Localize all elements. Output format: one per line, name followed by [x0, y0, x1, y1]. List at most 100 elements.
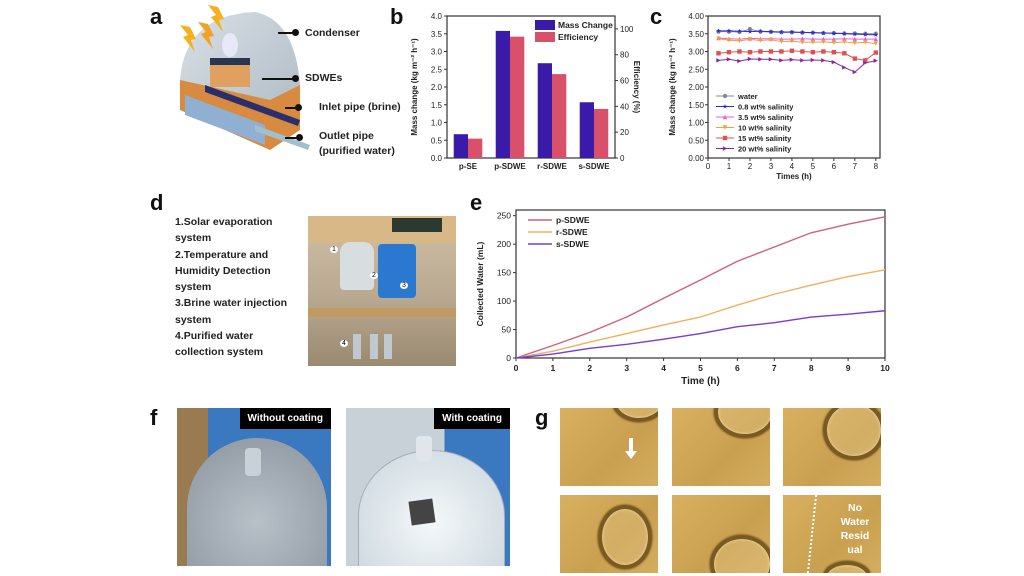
- x-tick-label: 6: [735, 363, 740, 373]
- data-point-15-wt-salinity: [726, 50, 732, 55]
- data-point-0-8-wt-salinity: [852, 31, 858, 37]
- data-point-10-wt-salinity: [758, 38, 763, 43]
- data-point-10-wt-salinity: [737, 38, 742, 44]
- x-tick-label: 4: [661, 363, 666, 373]
- data-point-0-8-wt-salinity: [789, 29, 795, 35]
- data-point-10-wt-salinity: [810, 40, 816, 45]
- data-point-20-wt-salinity: [768, 57, 774, 62]
- callout-condenser: Condenser: [305, 27, 360, 39]
- y-tick-label: 3.5: [431, 30, 443, 39]
- x-tick-label: 5: [811, 162, 816, 171]
- data-point-20-wt-salinity: [758, 57, 763, 62]
- list-item: Humidity Detection: [175, 264, 271, 277]
- panel-label-e: e: [470, 190, 483, 215]
- legend-label: s-SDWE: [556, 239, 589, 249]
- x-tick-label: 6: [832, 162, 837, 171]
- x-tick-label: 8: [809, 363, 814, 373]
- y-tick-label: 1.0: [431, 119, 443, 128]
- series-line-10-wt-salinity: [718, 38, 876, 45]
- x-tick-label: 1: [727, 162, 732, 171]
- y-axis-label: Mass change (kg m⁻² h⁻¹): [410, 38, 419, 136]
- callout-sdwes: SDWEs: [305, 72, 343, 84]
- legend-marker-triangle-down: [722, 125, 728, 130]
- panel-label-b: b: [390, 4, 404, 29]
- data-point-20-wt-salinity: [810, 57, 816, 63]
- legend-label: 10 wt% salinity: [738, 124, 792, 133]
- panel-label-g: g: [535, 405, 549, 430]
- arrow-down-icon: [625, 438, 637, 459]
- y-tick-label: 100: [497, 296, 511, 306]
- data-point-15-wt-salinity: [716, 51, 721, 56]
- data-point-10-wt-salinity: [768, 37, 774, 42]
- legend-label: 20 wt% salinity: [738, 145, 792, 154]
- droplet-frame-5: [672, 495, 770, 573]
- annotation-line: ual: [847, 544, 863, 556]
- data-point-3-5-wt-salinity: [852, 36, 858, 42]
- data-point-20-wt-salinity: [831, 59, 837, 65]
- y-tick-label: 0: [506, 353, 511, 363]
- data-point-0-8-wt-salinity: [716, 28, 721, 33]
- list-item: system: [175, 281, 212, 294]
- bar-efficiency: [510, 36, 525, 159]
- data-point-20-wt-salinity: [800, 58, 805, 63]
- y-right-axis-label: Efficiency (%): [632, 61, 641, 114]
- x-tick-label: r-SDWE: [537, 162, 567, 171]
- y-axis-label: Collected Water (mL): [475, 241, 485, 326]
- sdwe-block: [210, 62, 250, 87]
- list-item: system: [175, 232, 212, 245]
- x-tick-label: p-SDWE: [494, 162, 526, 171]
- legend-marker-triangle-right: [722, 146, 728, 151]
- marker-1: 1: [330, 246, 338, 253]
- x-tick-label: 3: [624, 363, 629, 373]
- leader-line: [285, 107, 297, 109]
- legend-label: water: [737, 92, 758, 101]
- data-point-0-8-wt-salinity: [747, 29, 753, 34]
- data-point-15-wt-salinity: [810, 50, 816, 55]
- legend-marker-square: [722, 135, 728, 141]
- x-tick-label: 9: [846, 363, 851, 373]
- data-point-15-wt-salinity: [873, 50, 879, 55]
- caption-without-coating: Without coating: [239, 408, 331, 429]
- series-line-20-wt-salinity: [718, 58, 876, 73]
- caption-with-coating: With coating: [434, 408, 510, 429]
- panel-label-c: c: [650, 4, 663, 29]
- line-chart-c: 0.00 0.50 1.00 1.50 2.00 2.50 3.00 3.50 4.00 0 1 2 3…: [668, 12, 881, 181]
- data-point-0-8-wt-salinity: [758, 28, 763, 34]
- data-point-3-5-wt-salinity: [831, 36, 837, 42]
- y-right-tick-label: 0: [620, 154, 625, 163]
- data-point-15-wt-salinity: [789, 48, 795, 53]
- data-point-20-wt-salinity: [747, 56, 753, 62]
- y-tick-label: 4.00: [688, 12, 704, 21]
- legend-label: Efficiency: [558, 32, 598, 42]
- x-tick-label: 3: [769, 162, 774, 171]
- y-tick-label: 150: [497, 268, 511, 278]
- legend-marker-star: [722, 103, 728, 109]
- droplet-frame-4: [560, 495, 658, 573]
- list-item: 2.Temperature and: [175, 248, 269, 261]
- data-point-20-wt-salinity: [737, 58, 742, 64]
- evaporator-illustration: [180, 5, 310, 150]
- bar-mass-change: [537, 63, 552, 159]
- data-point-3-5-wt-salinity: [873, 36, 879, 42]
- y-tick-label: 200: [497, 239, 511, 249]
- bar-chart-b: 0.0 0.5 1.0 1.5 2.0 2.5 3.0 3.5 4.0 0 20 40 60 80 100 p…: [410, 12, 641, 171]
- x-tick-label: p-SE: [459, 162, 478, 171]
- data-point-10-wt-salinity: [821, 39, 826, 45]
- series-line-0-8-wt-salinity: [718, 30, 876, 36]
- y-tick-label: 0.00: [688, 154, 704, 163]
- sunlight-icon: [198, 22, 214, 49]
- series-line-r-sdwe: [515, 269, 886, 359]
- data-point-20-wt-salinity: [789, 57, 795, 62]
- data-point-20-wt-salinity: [716, 58, 721, 63]
- y-tick-label: 0.50: [688, 136, 704, 145]
- x-tick-label: 2: [587, 363, 592, 373]
- bar-mass-change: [579, 102, 594, 158]
- outdoor-setup-photo: 1 2 3 4: [308, 216, 456, 366]
- marker-4: 4: [340, 340, 348, 347]
- droplet-frame-6: No Water Resid ual: [783, 495, 881, 573]
- data-point-10-wt-salinity: [716, 36, 721, 41]
- annotation-line: Resid: [840, 530, 870, 542]
- data-point-15-wt-salinity: [821, 49, 826, 54]
- sunlight-icon: [180, 25, 196, 52]
